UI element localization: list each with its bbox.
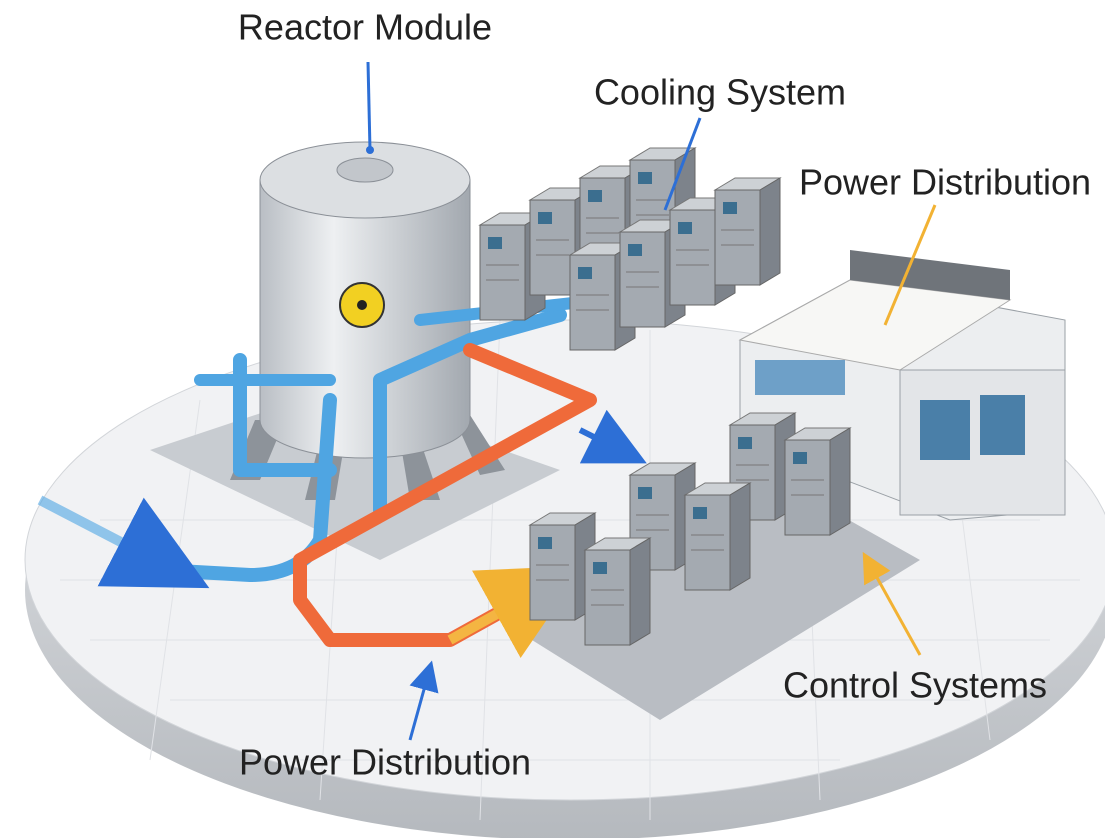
cabinet-front	[570, 255, 615, 350]
label: Control Systems	[783, 665, 1047, 706]
cabinet-screen	[723, 202, 737, 214]
label: Power Distribution	[799, 162, 1091, 203]
cabinet-screen	[738, 437, 752, 449]
cabinet-front	[480, 225, 525, 320]
radiation-center	[357, 300, 367, 310]
window	[980, 395, 1025, 455]
window	[920, 400, 970, 460]
label: Power Distribution	[239, 742, 531, 783]
cabinet-front	[620, 232, 665, 327]
cabinet-screen	[638, 172, 652, 184]
leader-dot	[366, 146, 374, 154]
cabinet-side	[760, 178, 780, 285]
cabinet-screen	[488, 237, 502, 249]
cabinet-screen	[638, 487, 652, 499]
cabinet-screen	[593, 562, 607, 574]
cabinet-screen	[628, 244, 642, 256]
cabinet-screen	[538, 537, 552, 549]
cabinet-screen	[693, 507, 707, 519]
cabinet-front	[670, 210, 715, 305]
cabinet-side	[630, 538, 650, 645]
cabinet-screen	[578, 267, 592, 279]
cabinet-side	[830, 428, 850, 535]
page: Reactor Module Cooling System Power Dist…	[0, 0, 1105, 838]
cabinet-screen	[678, 222, 692, 234]
cabinet-screen	[588, 190, 602, 202]
reactor-cap	[337, 158, 393, 182]
cabinet-front	[530, 525, 575, 620]
label: Cooling System	[594, 72, 846, 113]
label: Reactor Module	[238, 7, 492, 48]
cabinet-front	[585, 550, 630, 645]
cabinet-front	[785, 440, 830, 535]
cabinet-side	[730, 483, 750, 590]
cabinet-front	[685, 495, 730, 590]
cabinet-screen	[538, 212, 552, 224]
cabinet-front	[715, 190, 760, 285]
cabinet-front	[530, 200, 575, 295]
illustration: Reactor Module Cooling System Power Dist…	[0, 0, 1105, 838]
window	[755, 360, 845, 395]
leader-line	[368, 62, 370, 150]
cabinet-screen	[793, 452, 807, 464]
